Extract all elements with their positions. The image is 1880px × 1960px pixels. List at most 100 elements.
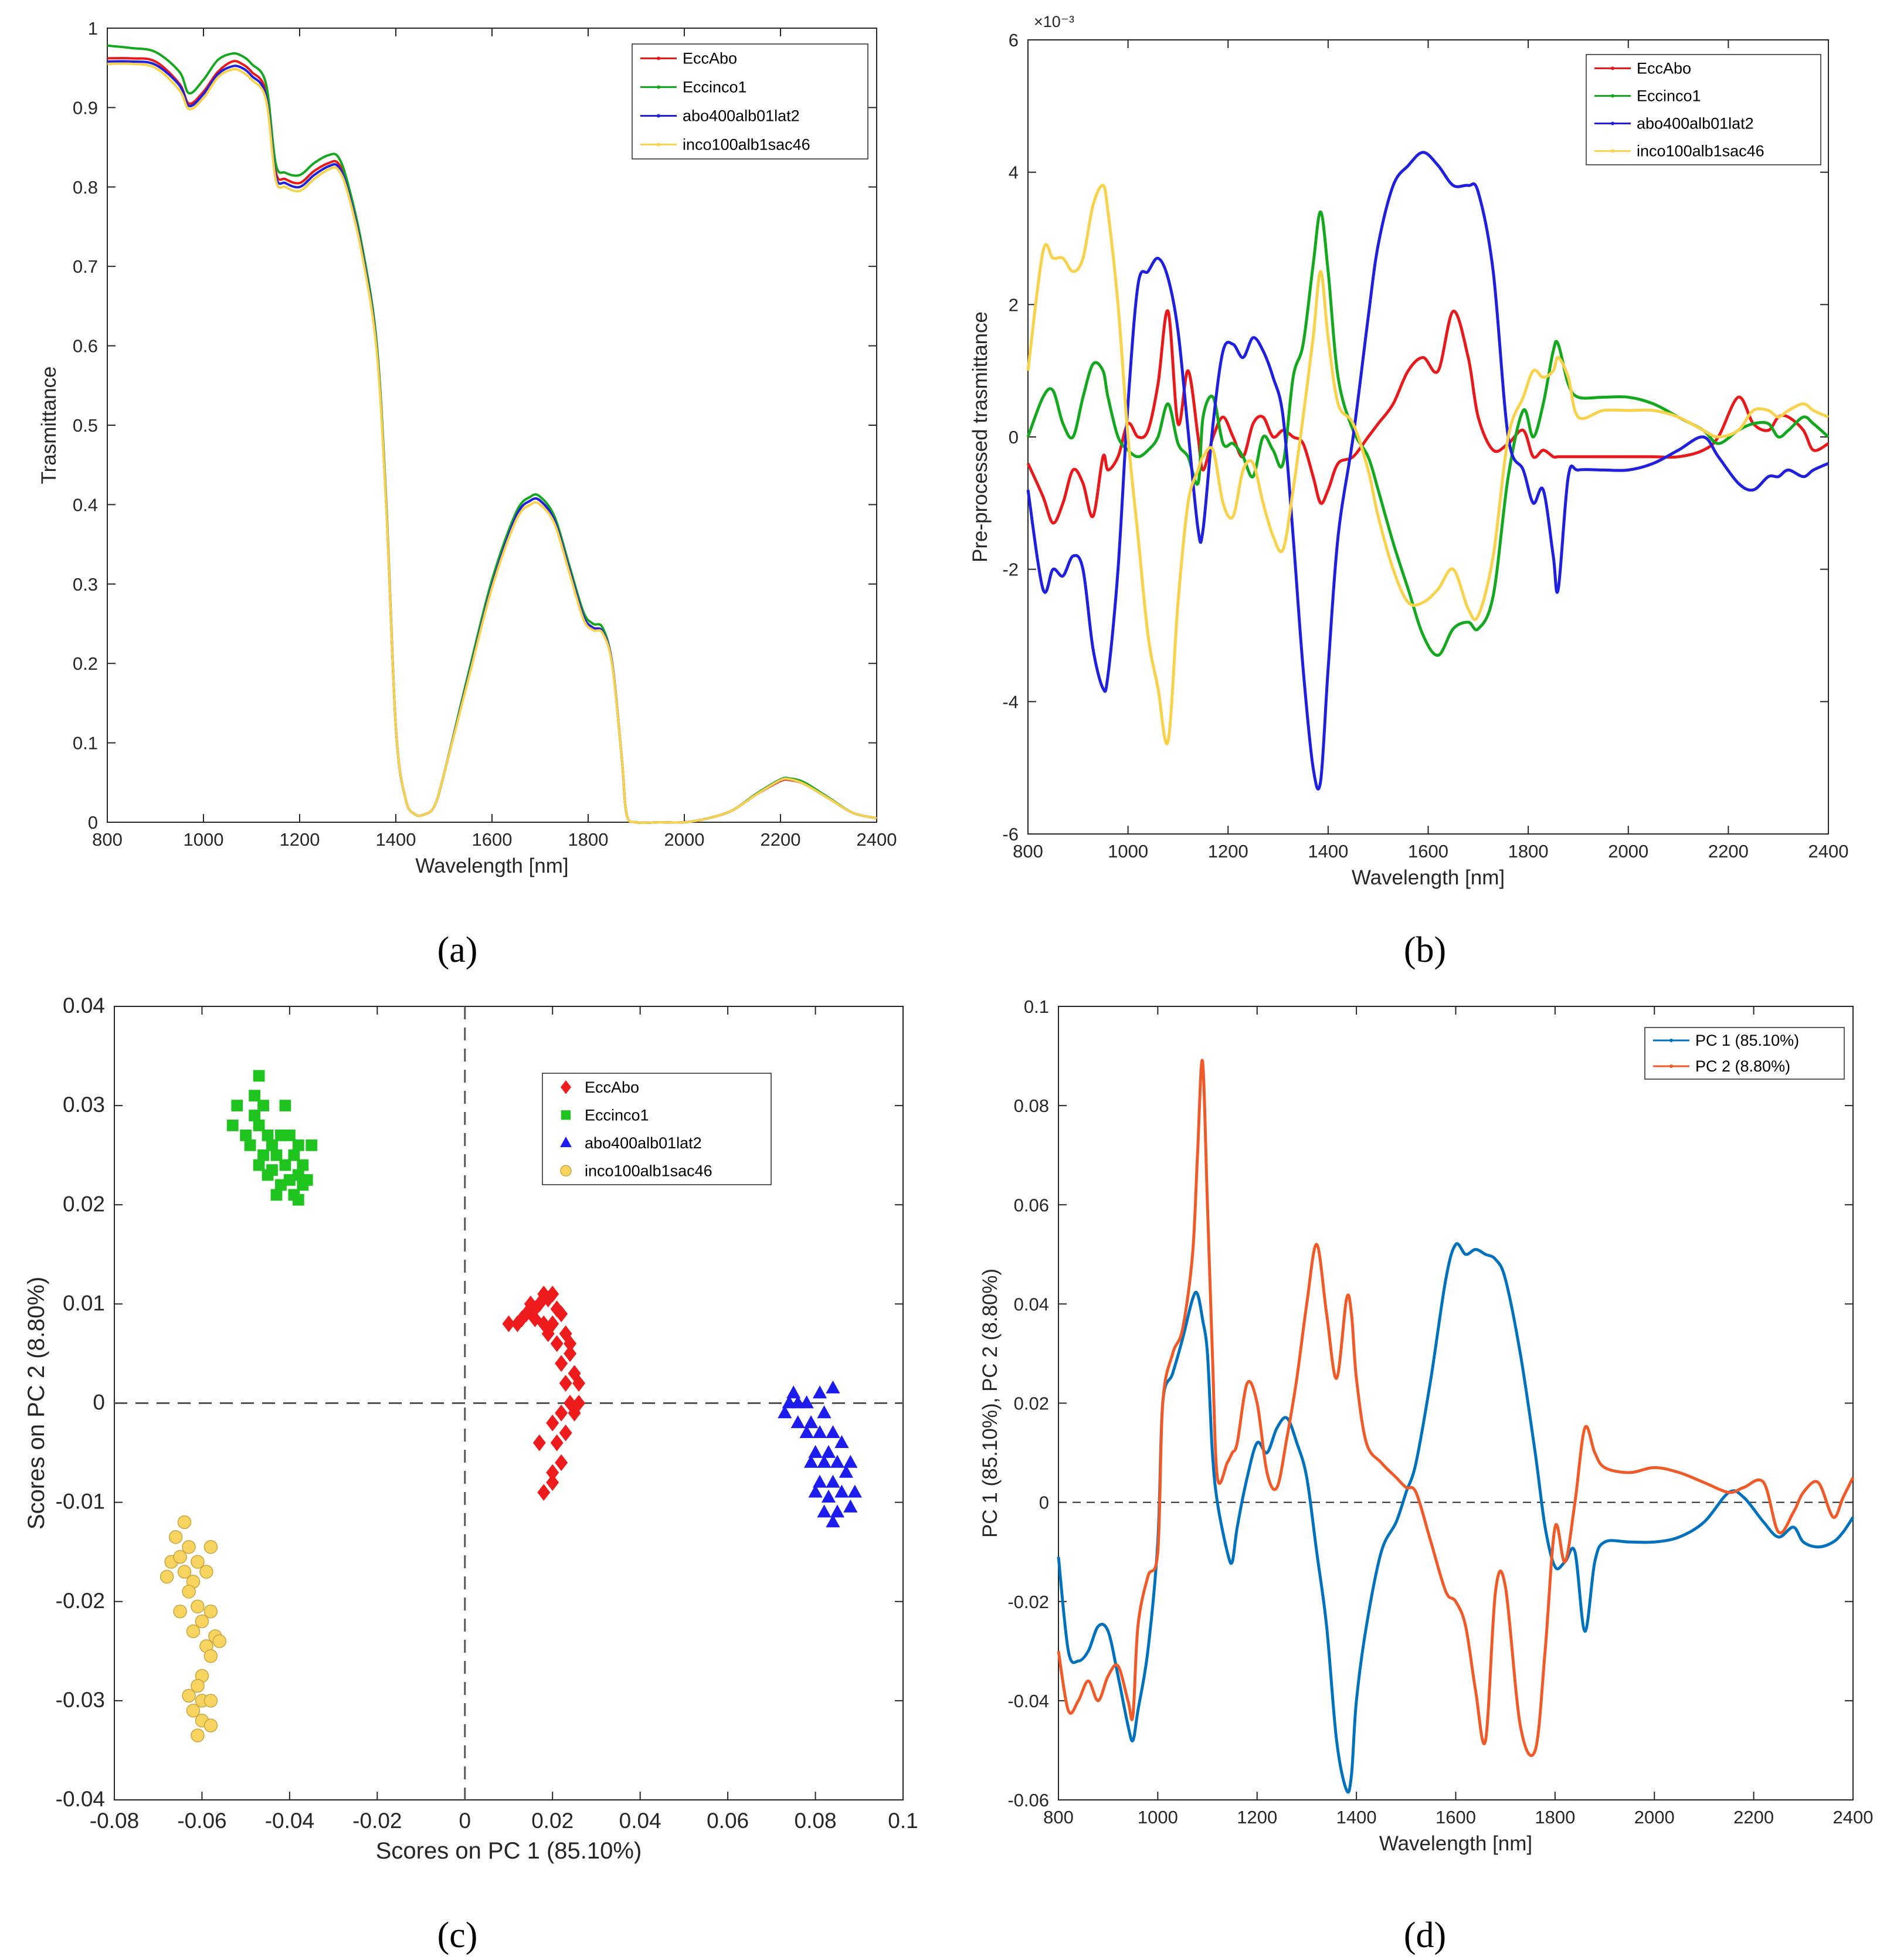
c-x-tick-label: 0 bbox=[459, 1809, 471, 1833]
c-y-tick-label: 0.01 bbox=[63, 1291, 105, 1315]
a-legend-label: EccAbo bbox=[683, 50, 737, 67]
c-point-eccabo bbox=[564, 1345, 577, 1362]
a-y-tick-label: 0.6 bbox=[73, 336, 98, 357]
c-point-eccinco1 bbox=[275, 1179, 287, 1191]
c-point-eccabo bbox=[528, 1310, 542, 1328]
c-y-tick-label: -0.02 bbox=[56, 1589, 105, 1613]
c-point-inco100alb1sac46 bbox=[186, 1624, 201, 1639]
d-x-tick-label: 2200 bbox=[1733, 1807, 1774, 1827]
c-point-eccinco1 bbox=[292, 1169, 304, 1181]
d-x-tick-label: 2400 bbox=[1833, 1807, 1874, 1827]
c-point-abo400alb01lat2 bbox=[826, 1425, 840, 1439]
c-point-abo400alb01lat2 bbox=[821, 1489, 836, 1503]
c-x-tick-label: 0.08 bbox=[795, 1809, 837, 1833]
c-point-abo400alb01lat2 bbox=[799, 1425, 814, 1439]
c-legend-marker bbox=[561, 1080, 571, 1094]
c-point-inco100alb1sac46 bbox=[195, 1614, 209, 1629]
a-legend-label: Eccinco1 bbox=[683, 79, 747, 96]
caption-c: (c) bbox=[437, 1915, 478, 1955]
c-point-eccabo bbox=[555, 1405, 568, 1422]
c-x-axis-label: Scores on PC 1 (85.10%) bbox=[376, 1838, 642, 1864]
b-legend-dot bbox=[1611, 121, 1614, 126]
c-point-abo400alb01lat2 bbox=[799, 1395, 814, 1409]
d-x-axis-label: Wavelength [nm] bbox=[1379, 1832, 1532, 1855]
c-point-eccinco1 bbox=[240, 1129, 252, 1141]
b-legend-dot bbox=[1611, 94, 1614, 98]
a-x-tick-label: 1800 bbox=[568, 829, 609, 850]
d-x-tick-label: 2000 bbox=[1634, 1807, 1675, 1827]
c-point-inco100alb1sac46 bbox=[203, 1718, 218, 1732]
c-y-tick-label: -0.01 bbox=[56, 1490, 105, 1514]
panel-a-line-chart: 800 1000 1200 1400 1600 1800 2000 2200 2400 0 0.1 0… bbox=[38, 18, 897, 877]
a-y-tick-label: 1 bbox=[88, 18, 98, 39]
c-point-eccinco1 bbox=[306, 1139, 318, 1151]
c-point-inco100alb1sac46 bbox=[177, 1565, 192, 1579]
a-y-axis-label: Trasmittance bbox=[38, 367, 60, 484]
c-point-abo400alb01lat2 bbox=[830, 1504, 845, 1518]
b-y-tick-label: 2 bbox=[1009, 294, 1019, 315]
c-y-tick-label: 0 bbox=[93, 1391, 105, 1415]
c-point-eccinco1 bbox=[266, 1139, 278, 1151]
c-point-eccabo bbox=[546, 1286, 559, 1303]
c-point-eccinco1 bbox=[297, 1159, 309, 1171]
a-legend-dot bbox=[657, 85, 660, 89]
c-point-eccinco1 bbox=[297, 1179, 309, 1191]
a-y-tick-label: 0.5 bbox=[73, 415, 98, 436]
d-x-tick-label: 1600 bbox=[1436, 1807, 1476, 1827]
c-point-inco100alb1sac46 bbox=[191, 1599, 205, 1613]
c-x-tick-label: -0.04 bbox=[265, 1809, 314, 1833]
c-point-eccinco1 bbox=[257, 1100, 269, 1112]
c-point-eccabo bbox=[537, 1315, 551, 1332]
a-x-tick-label: 1000 bbox=[184, 829, 224, 850]
c-y-tick-label: 0.04 bbox=[63, 993, 105, 1018]
c-y-axis-label: Scores on PC 2 (8.80%) bbox=[23, 1277, 49, 1530]
b-legend-dot bbox=[1611, 66, 1614, 70]
c-point-abo400alb01lat2 bbox=[834, 1484, 849, 1498]
d-x-tick-label: 800 bbox=[1043, 1807, 1074, 1827]
c-x-tick-label: 0.06 bbox=[707, 1809, 749, 1833]
a-y-tick-label: 0.3 bbox=[73, 574, 98, 595]
b-legend-label: Eccinco1 bbox=[1637, 87, 1701, 105]
b-x-axis-label: Wavelength [nm] bbox=[1352, 866, 1505, 889]
a-y-tick-label: 0 bbox=[88, 812, 98, 833]
d-y-tick-label: -0.06 bbox=[1007, 1790, 1049, 1810]
d-y-tick-label: 0.06 bbox=[1014, 1195, 1049, 1215]
panel-d-line-chart: 800 1000 1200 1400 1600 1800 2000 2200 2400 -0.06… bbox=[979, 996, 1873, 1855]
c-x-tick-label: -0.08 bbox=[90, 1809, 139, 1833]
c-legend-box bbox=[542, 1073, 772, 1185]
c-point-eccinco1 bbox=[226, 1120, 239, 1131]
c-x-tick-label: -0.02 bbox=[352, 1809, 402, 1833]
c-point-inco100alb1sac46 bbox=[186, 1704, 201, 1718]
c-point-abo400alb01lat2 bbox=[803, 1415, 819, 1429]
b-series-eccinco1 bbox=[1026, 210, 1830, 657]
b-y-tick-label: -4 bbox=[1002, 691, 1019, 712]
b-y-tick-label: 0 bbox=[1009, 427, 1019, 447]
c-point-inco100alb1sac46 bbox=[168, 1530, 183, 1544]
a-legend-box bbox=[632, 43, 868, 160]
c-point-eccabo bbox=[564, 1335, 577, 1352]
b-legend-label: inco100alb1sac46 bbox=[1637, 143, 1764, 160]
c-point-abo400alb01lat2 bbox=[808, 1484, 823, 1498]
c-point-abo400alb01lat2 bbox=[847, 1484, 862, 1498]
c-point-eccabo bbox=[532, 1434, 546, 1452]
c-y-tick-label: -0.04 bbox=[56, 1787, 105, 1811]
c-point-inco100alb1sac46 bbox=[203, 1539, 218, 1554]
d-series-pc-2-8-80- bbox=[1057, 1059, 1855, 1757]
a-legend-label: inco100alb1sac46 bbox=[683, 136, 810, 154]
a-series-inco100alb1sac46 bbox=[107, 62, 877, 825]
c-point-abo400alb01lat2 bbox=[817, 1504, 832, 1518]
c-point-abo400alb01lat2 bbox=[808, 1444, 823, 1458]
c-point-inco100alb1sac46 bbox=[191, 1728, 205, 1742]
c-legend-label: EccAbo bbox=[585, 1079, 639, 1096]
c-point-inco100alb1sac46 bbox=[203, 1649, 218, 1663]
c-point-eccinco1 bbox=[270, 1189, 283, 1201]
c-point-inco100alb1sac46 bbox=[177, 1515, 192, 1530]
c-legend-label: Eccinco1 bbox=[585, 1106, 649, 1124]
caption-a: (a) bbox=[437, 930, 478, 970]
d-legend-dot bbox=[1669, 1064, 1673, 1068]
c-point-eccabo bbox=[572, 1375, 586, 1392]
c-point-eccabo bbox=[550, 1300, 564, 1318]
d-x-tick-label: 1400 bbox=[1336, 1807, 1377, 1827]
c-point-abo400alb01lat2 bbox=[817, 1454, 832, 1468]
c-point-eccabo bbox=[546, 1315, 559, 1332]
